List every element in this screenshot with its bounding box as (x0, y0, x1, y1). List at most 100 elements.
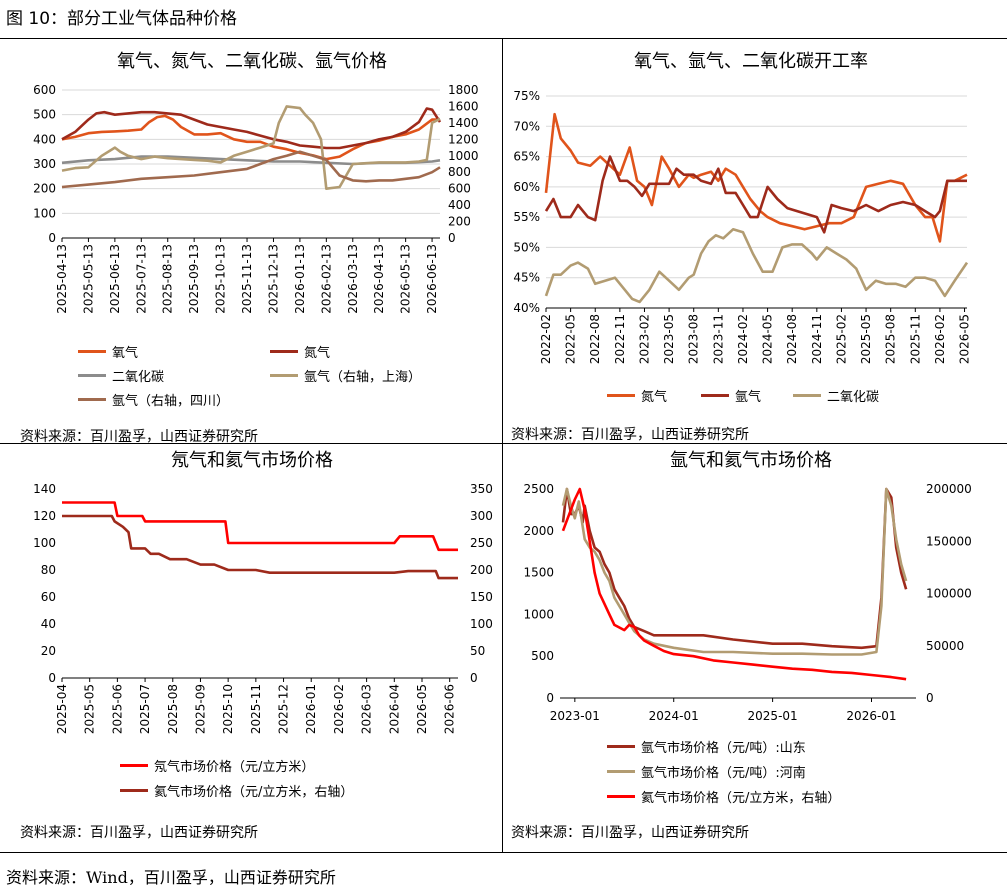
series-line (61, 150, 441, 189)
y2-tick-label: 1800 (448, 83, 479, 97)
x-tick-label: 2026-05 (415, 684, 429, 734)
series-line (61, 105, 441, 190)
series-line (561, 487, 908, 656)
panel-source: 资料来源：百川盈孚，山西证券研究所 (511, 825, 749, 841)
x-tick-label: 2026-02 (332, 684, 346, 734)
top-rule (0, 38, 1007, 39)
x-tick-label: 2023-01 (550, 709, 600, 723)
x-tick-label: 2023-08 (687, 314, 701, 364)
y-tick-label: 400 (33, 132, 56, 146)
y-tick-label: 500 (531, 649, 554, 663)
y2-tick-label: 1000 (448, 149, 479, 163)
legend-label: 氦气市场价格（元/立方米，右轴） (154, 785, 354, 800)
panel-operating-rate: 氧气、氩气、二氧化碳开工率 40% 45% 50% 55% 60% 65% 70% 75% 202… (503, 40, 1007, 443)
panel-source: 资料来源：百川盈孚，山西证券研究所 (20, 825, 258, 841)
panel-argon-helium-prices: 氩气和氦气市场价格 0 500 1000 1500 2000 2500 0 50000 10000… (503, 444, 1007, 852)
y-tick-label: 80 (41, 563, 56, 577)
x-tick-label: 2025-01 (748, 709, 798, 723)
legend-item: 二氧化碳 (793, 386, 879, 405)
series-line (544, 155, 967, 234)
x-tick-label: 2025-05 (859, 314, 873, 364)
x-tick-label: 2025-05 (83, 684, 97, 734)
y-tick-label: 1500 (523, 566, 554, 580)
chart-operating-rate: 氧气、氩气、二氧化碳开工率 40% 45% 50% 55% 60% 65% 70% 75% 202… (513, 51, 972, 364)
x-tick-label: 2022-02 (539, 314, 553, 364)
panel-divider-vertical (502, 39, 503, 852)
y-tick-label: 40 (41, 617, 56, 631)
x-tick-label: 2023-02 (637, 314, 651, 364)
figure-source: 资料来源：Wind，百川盈孚，山西证券研究所 (6, 868, 336, 887)
y-tick-label: 1000 (523, 607, 554, 621)
legend-label: 氩气市场价格（元/吨）:河南 (641, 766, 806, 781)
y-tick-label: 2000 (523, 524, 554, 538)
y-tick-label: 140 (33, 482, 56, 496)
y2-tick-label: 1400 (448, 116, 479, 130)
chart-title: 氧气、氮气、二氧化碳、氩气价格 (117, 51, 387, 72)
chart-title: 氖气和氦气市场价格 (171, 450, 333, 471)
legend-item: 氩气（右轴，上海） (270, 366, 421, 385)
y2-tick-label: 0 (470, 671, 478, 685)
y-tick-label: 20 (41, 644, 56, 658)
series-line (544, 112, 968, 243)
legend-item: 氦气市场价格（元/立方米，右轴） (120, 781, 353, 800)
y-tick-label: 65% (513, 150, 540, 164)
x-tick-label: 2025-05-13 (81, 244, 95, 314)
x-tick-label: 2025-07-13 (134, 244, 148, 314)
chart-title: 氧气、氩气、二氧化碳开工率 (634, 51, 868, 72)
y-tick-label: 50% (513, 240, 540, 254)
series-line (62, 514, 458, 580)
legend-item: 氩气（右轴，四川） (78, 390, 229, 409)
x-tick-label: 2022-08 (588, 314, 602, 364)
x-tick-label: 2025-10-13 (214, 244, 228, 314)
y-tick-label: 0 (48, 231, 56, 245)
y-tick-label: 0 (546, 691, 554, 705)
y2-tick-label: 1600 (448, 99, 479, 113)
y-tick-label: 75% (513, 89, 540, 103)
figure-title: 图 10：部分工业气体品种价格 (6, 9, 238, 29)
x-tick-label: 2026-03-13 (346, 244, 360, 314)
x-tick-label: 2024-11 (810, 314, 824, 364)
x-tick-label: 2026-05 (958, 314, 972, 364)
x-tick-label: 2025-12 (277, 684, 291, 734)
y2-tick-label: 1200 (448, 132, 479, 146)
x-tick-label: 2025-06 (110, 684, 124, 734)
x-tick-label: 2025-09-13 (187, 244, 201, 314)
y2-tick-label: 200000 (926, 482, 972, 496)
x-tick-label: 2025-12-13 (266, 244, 280, 314)
x-tick-label: 2026-01 (304, 684, 318, 734)
y-tick-label: 45% (513, 271, 540, 285)
x-tick-label: 2025-11 (908, 314, 922, 364)
legend-label: 二氧化碳 (112, 370, 165, 385)
y2-tick-label: 150 (470, 590, 493, 604)
x-tick-label: 2026-01 (846, 709, 896, 723)
y2-tick-label: 200 (448, 215, 471, 229)
x-tick-label: 2026-05-13 (399, 244, 413, 314)
x-tick-label: 2025-11 (249, 684, 263, 734)
legend-label: 氮气 (304, 346, 331, 361)
y-tick-label: 120 (33, 509, 56, 523)
series-line (561, 487, 907, 681)
x-tick-label: 2026-02 (933, 314, 947, 364)
y2-tick-label: 200 (470, 563, 493, 577)
x-tick-label: 2025-11-13 (240, 244, 254, 314)
x-tick-label: 2025-08-13 (161, 244, 175, 314)
y-tick-label: 60% (513, 180, 540, 194)
x-tick-label: 2026-04 (387, 684, 401, 734)
x-tick-label: 2025-04 (55, 684, 69, 734)
x-tick-label: 2025-06-13 (108, 244, 122, 314)
x-tick-label: 2026-03 (360, 684, 374, 734)
y-tick-label: 0 (48, 671, 56, 685)
legend-label: 氩气市场价格（元/吨）:山东 (641, 741, 806, 756)
legend-label: 氖气市场价格（元/立方米） (154, 760, 315, 775)
legend-item: 二氧化碳 (78, 366, 164, 385)
legend-item: 氩气市场价格（元/吨）:山东 (607, 737, 806, 756)
y-tick-label: 500 (33, 108, 56, 122)
legend-label: 氩气 (735, 390, 762, 405)
y-tick-label: 2500 (523, 482, 554, 496)
y-tick-label: 200 (33, 182, 56, 196)
y-tick-label: 60 (41, 590, 56, 604)
x-tick-label: 2024-01 (649, 709, 699, 723)
x-tick-label: 2025-02 (834, 314, 848, 364)
y2-tick-label: 400 (448, 198, 471, 212)
x-tick-label: 2025-08 (884, 314, 898, 364)
